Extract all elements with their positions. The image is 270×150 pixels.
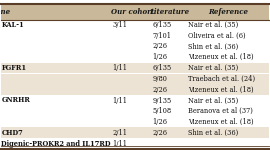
- Text: Nair et al. (35): Nair et al. (35): [188, 64, 238, 72]
- Bar: [1, 63, 269, 74]
- Text: 9/80: 9/80: [153, 75, 167, 83]
- Bar: [1, 20, 269, 30]
- Text: 2/26: 2/26: [153, 86, 168, 94]
- Bar: [1, 52, 269, 63]
- Text: 1/26: 1/26: [153, 118, 168, 126]
- Text: Traebach et al. (24): Traebach et al. (24): [188, 75, 255, 83]
- Bar: [1, 106, 269, 117]
- Text: 1/11: 1/11: [112, 96, 127, 105]
- Bar: [1, 138, 269, 149]
- Text: 1/11: 1/11: [112, 140, 127, 148]
- Text: Shin et al. (36): Shin et al. (36): [188, 42, 238, 51]
- Text: 1/11: 1/11: [112, 64, 127, 72]
- Text: Reference: Reference: [208, 8, 248, 16]
- Text: Gene: Gene: [0, 8, 11, 16]
- Text: KAL-1: KAL-1: [1, 21, 24, 29]
- Text: GNRHR: GNRHR: [1, 96, 30, 105]
- Text: FGFR1: FGFR1: [1, 64, 26, 72]
- Text: 9/135: 9/135: [153, 96, 172, 105]
- Text: CHD7: CHD7: [1, 129, 23, 137]
- Text: Nair et al. (35): Nair et al. (35): [188, 21, 238, 29]
- Text: 3/11: 3/11: [112, 21, 127, 29]
- Text: Vizeneux et al. (18): Vizeneux et al. (18): [188, 118, 253, 126]
- Text: Nair et al. (35): Nair et al. (35): [188, 96, 238, 105]
- Text: 5/108: 5/108: [153, 107, 172, 115]
- Text: 6/135: 6/135: [153, 21, 172, 29]
- Text: 2/11: 2/11: [112, 129, 127, 137]
- Text: Literature: Literature: [149, 8, 189, 16]
- Bar: [1, 117, 269, 128]
- Bar: [1, 74, 269, 84]
- Text: Our cohort: Our cohort: [111, 8, 154, 16]
- Text: Digenic-PROKR2 and IL17RD: Digenic-PROKR2 and IL17RD: [1, 140, 111, 148]
- Text: 7/101: 7/101: [153, 32, 171, 40]
- Text: Vizeneux et al. (18): Vizeneux et al. (18): [188, 86, 253, 94]
- Text: 6/135: 6/135: [153, 64, 172, 72]
- Bar: [1, 30, 269, 41]
- Text: Beranova et al (37): Beranova et al (37): [188, 107, 252, 115]
- Bar: [1, 128, 269, 138]
- Text: 2/26: 2/26: [153, 129, 168, 137]
- Text: Shin et al. (36): Shin et al. (36): [188, 129, 238, 137]
- Text: Oliveira et al. (6): Oliveira et al. (6): [188, 32, 245, 40]
- Text: Vizeneux et al. (18): Vizeneux et al. (18): [188, 53, 253, 61]
- Bar: [1, 84, 269, 95]
- Bar: [1, 4, 269, 20]
- Text: 2/26: 2/26: [153, 42, 168, 51]
- Bar: [1, 95, 269, 106]
- Text: 1/26: 1/26: [153, 53, 168, 61]
- Bar: [1, 41, 269, 52]
